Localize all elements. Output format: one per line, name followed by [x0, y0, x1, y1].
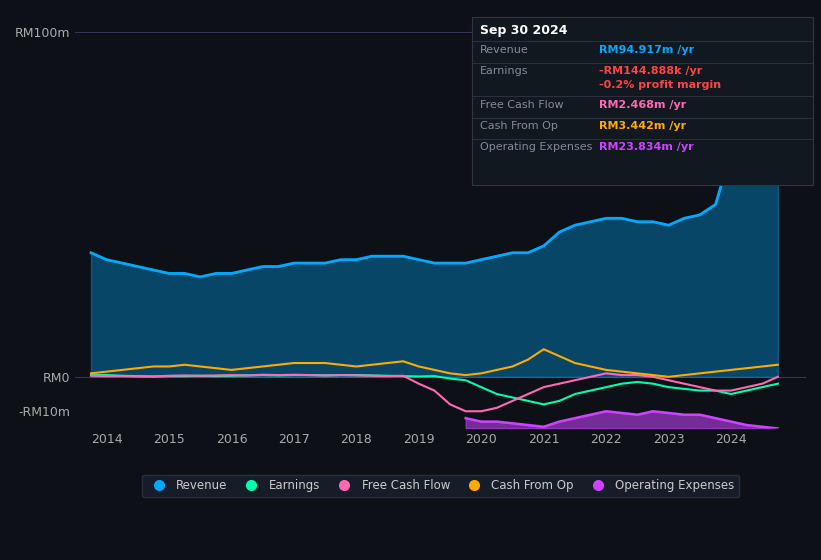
Legend: Revenue, Earnings, Free Cash Flow, Cash From Op, Operating Expenses: Revenue, Earnings, Free Cash Flow, Cash … — [142, 474, 739, 497]
Text: Cash From Op: Cash From Op — [480, 121, 558, 131]
Text: RM2.468m /yr: RM2.468m /yr — [599, 100, 686, 110]
Text: -RM144.888k /yr: -RM144.888k /yr — [599, 66, 703, 76]
Text: Operating Expenses: Operating Expenses — [480, 142, 593, 152]
Text: Free Cash Flow: Free Cash Flow — [480, 100, 564, 110]
Text: -0.2% profit margin: -0.2% profit margin — [599, 80, 722, 90]
Text: Sep 30 2024: Sep 30 2024 — [480, 24, 568, 36]
Text: Earnings: Earnings — [480, 66, 529, 76]
Text: RM23.834m /yr: RM23.834m /yr — [599, 142, 694, 152]
Text: RM3.442m /yr: RM3.442m /yr — [599, 121, 686, 131]
Text: Revenue: Revenue — [480, 45, 529, 55]
Text: RM94.917m /yr: RM94.917m /yr — [599, 45, 695, 55]
